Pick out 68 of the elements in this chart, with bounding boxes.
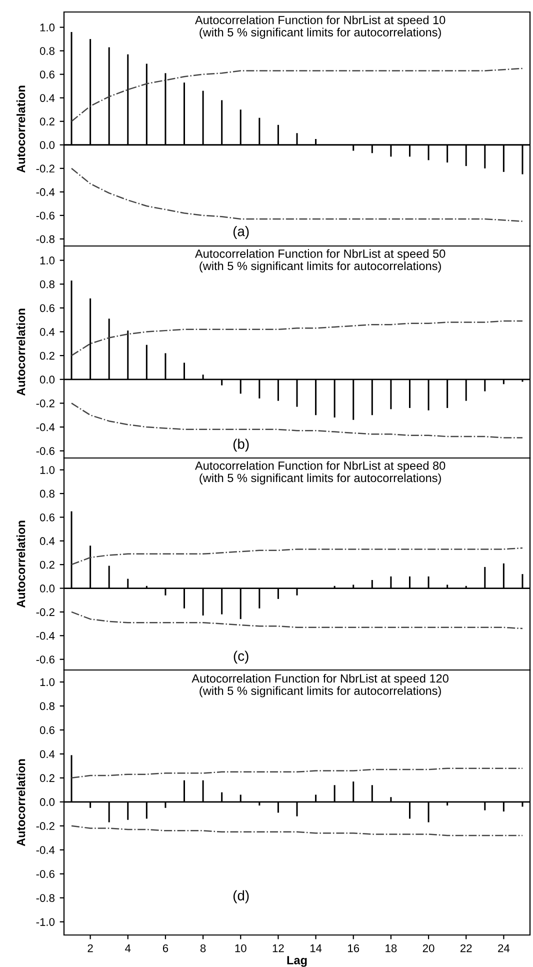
x-tick-label: 8 <box>200 944 206 952</box>
y-tick-label: -0.6 <box>36 212 54 220</box>
y-tick-label: -0.4 <box>36 846 55 854</box>
y-tick-label: -0.6 <box>36 447 54 455</box>
y-tick-label: -0.4 <box>36 188 55 196</box>
y-tick-label: 0.4 <box>40 328 55 336</box>
x-tick-label: 4 <box>125 944 131 952</box>
y-tick-label: -0.2 <box>36 822 54 830</box>
x-axis-title: Lag <box>287 956 307 967</box>
x-tick-label: 10 <box>235 944 246 952</box>
y-tick-label: 1.0 <box>40 678 55 686</box>
y-tick-label: 0.0 <box>40 141 55 150</box>
text: (with 5 % significant limits for autocorrelations) <box>200 686 441 698</box>
y-tick-label: -0.4 <box>36 632 55 640</box>
y-tick-label: -1.0 <box>36 918 55 926</box>
chart-title: Autocorrelation Function for NbrList at speed 10 <box>194 16 446 27</box>
y-tick-label: 0.2 <box>40 774 54 782</box>
chart-title: Autocorrelation Function for NbrList at speed 80 <box>194 461 446 472</box>
y-tick-label: 0.2 <box>40 352 54 360</box>
x-tick-label: 14 <box>310 944 322 952</box>
annotation: (b) <box>233 438 249 452</box>
chart-title: Autocorrelation Function for NbrList at speed 50 <box>194 249 446 260</box>
x-tick-label: 12 <box>272 944 284 952</box>
x-tick-label: 22 <box>460 944 472 952</box>
y-tick-label: 0.8 <box>40 490 54 498</box>
x-tick-label: 6 <box>162 944 168 952</box>
y-tick-label: -0.2 <box>36 399 54 408</box>
y-tick-label: 0.4 <box>40 537 55 546</box>
y-tick-label: 0.0 <box>40 584 55 592</box>
y-axis-title: Autocorrelation <box>16 308 26 396</box>
annotation: (d) <box>233 890 249 904</box>
y-tick-label: 1.0 <box>40 24 55 32</box>
y-tick-label: 0.4 <box>40 750 55 758</box>
y-tick-label: -0.2 <box>36 608 54 616</box>
y-tick-label: 1.0 <box>40 466 55 474</box>
y-tick-label: -0.6 <box>36 656 54 664</box>
x-tick-label: 16 <box>348 944 360 952</box>
y-tick-label: 0.8 <box>40 280 54 288</box>
y-tick-label: -0.2 <box>36 164 54 173</box>
y-tick-label: 0.6 <box>40 513 54 522</box>
y-tick-label: 0.8 <box>40 47 54 55</box>
annotation: (a) <box>233 226 249 239</box>
y-axis-title: Autocorrelation <box>16 86 26 173</box>
y-tick-label: 0.6 <box>40 726 54 734</box>
x-tick-label: 20 <box>422 944 434 952</box>
y-tick-label: -0.8 <box>36 235 54 244</box>
x-tick-label: 2 <box>88 944 93 952</box>
text: (with 5 % significant limits for autocorrelations) <box>200 261 441 272</box>
y-tick-label: -0.8 <box>36 894 54 902</box>
y-tick-label: 0.6 <box>40 304 54 312</box>
x-tick-label: 18 <box>386 944 397 952</box>
y-tick-label: -0.6 <box>36 870 54 878</box>
y-tick-label: 0.2 <box>40 118 54 126</box>
y-tick-label: 0.8 <box>40 702 54 710</box>
x-tick-label: 24 <box>498 944 510 952</box>
y-axis-title: Autocorrelation <box>16 520 26 608</box>
annotation: (c) <box>234 650 248 664</box>
y-tick-label: 0.2 <box>40 560 54 569</box>
chart-title: Autocorrelation Function for NbrList at speed 120 <box>192 674 448 685</box>
y-tick-label: -0.4 <box>36 423 55 432</box>
y-tick-label: 0.4 <box>40 94 55 102</box>
y-tick-label: 0.0 <box>40 798 55 806</box>
y-axis-title: Autocorrelation <box>16 759 26 846</box>
y-tick-label: 1.0 <box>40 256 55 264</box>
text: (with 5 % significant limits for autocorrelations) <box>200 28 441 39</box>
y-tick-label: 0.6 <box>40 70 54 78</box>
y-tick-label: 0.0 <box>40 376 55 384</box>
text: (with 5 % significant limits for autocorrelations) <box>200 473 441 484</box>
